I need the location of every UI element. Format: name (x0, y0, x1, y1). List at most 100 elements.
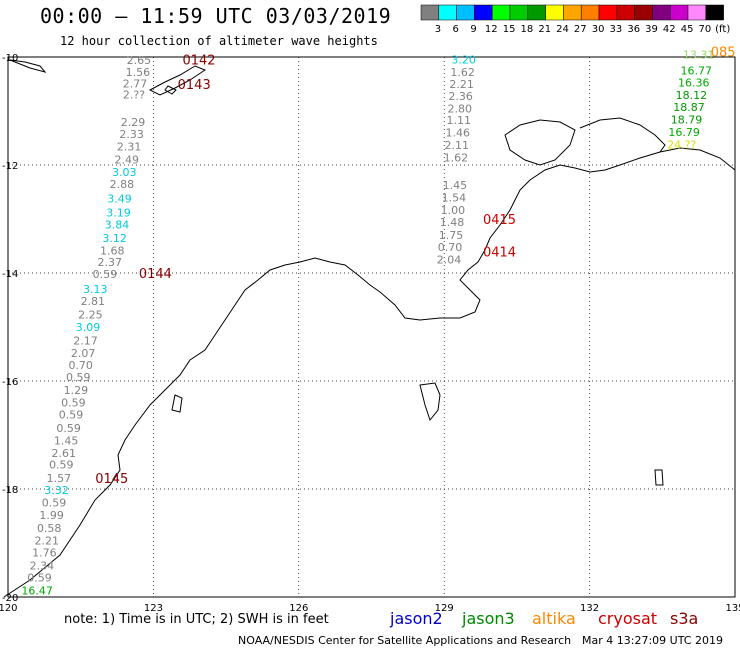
coastline (3, 59, 736, 598)
track-times: 0142 0143 0144 0145 0415 0414 085 (95, 46, 735, 488)
swh-value: 16.79 (668, 126, 700, 139)
swh-value: 16.47 (21, 585, 53, 598)
swh-value: 2.17 (73, 335, 98, 348)
swh-value: 24.?? (667, 138, 696, 151)
colorbar-label: 9 (470, 24, 476, 35)
swh-value: 2.81 (81, 295, 106, 308)
swh-value: 3.03 (112, 166, 137, 179)
swh-value: 1.75 (439, 229, 464, 242)
legend-altika: altika (532, 609, 576, 628)
swh-value: 2.?? (123, 88, 145, 101)
colorbar-label: 39 (645, 24, 658, 35)
swh-value: 2.31 (117, 141, 142, 154)
swh-value: 2.29 (121, 116, 146, 129)
swh-value: 1.56 (126, 66, 151, 79)
swh-value: 1.76 (32, 547, 57, 560)
swh-value: 1.11 (446, 114, 471, 127)
timor-coast (148, 65, 207, 96)
swh-value: 3.13 (83, 283, 108, 296)
track-time-label: 085 (711, 46, 736, 61)
track-time-label: 0415 (483, 213, 516, 228)
swh-value: 1.54 (442, 191, 467, 204)
island-east-small (654, 469, 664, 486)
swh-value: 1.46 (446, 127, 471, 140)
track-time-label: 0142 (182, 54, 215, 69)
map-border (7, 56, 736, 598)
swh-value: 2.49 (114, 154, 139, 167)
legend-jason2: jason2 (390, 609, 443, 628)
swh-value: 1.48 (440, 216, 465, 229)
y-tick-label: -12 (2, 161, 18, 172)
swh-value: 16.36 (678, 76, 710, 89)
colorbar-label: 70 (699, 24, 712, 35)
y-tick-label: -20 (2, 593, 18, 604)
graticule (7, 56, 736, 598)
swh-value: 18.87 (673, 101, 705, 114)
swh-value: 0.59 (61, 397, 86, 410)
x-tick-label: 126 (289, 603, 308, 614)
swh-points: 2.651.562.772.?? 2.292.332.312.493.032.88… (21, 48, 714, 597)
swh-value: 16.77 (680, 65, 712, 78)
generated-timestamp: Mar 4 13:27:09 UTC 2019 (582, 634, 723, 647)
x-tick-label: 132 (580, 603, 599, 614)
swh-value: 13.31 (683, 48, 715, 61)
colorbar-label: 27 (574, 24, 587, 35)
tiwi-islands (504, 119, 576, 166)
swh-value: 0.70 (68, 359, 93, 372)
footer-note: note: 1) Time is in UTC; 2) SWH is in fe… (64, 612, 329, 627)
page-title: 00:00 – 11:59 UTC 03/03/2019 (40, 4, 392, 28)
swh-value: 0.59 (56, 422, 81, 435)
swh-value: 1.29 (64, 384, 89, 397)
x-tick-label: 129 (435, 603, 454, 614)
swh-value: 1.68 (100, 244, 125, 257)
colorbar-label: 12 (485, 24, 498, 35)
swh-value: 2.07 (71, 347, 96, 360)
swh-value: 1.45 (443, 179, 468, 192)
colorbar-label: 30 (592, 24, 605, 35)
swh-value: 1.57 (47, 472, 72, 485)
island-nw (9, 59, 47, 73)
swh-value: 2.37 (98, 256, 123, 269)
y-tick-label: -16 (2, 377, 18, 388)
x-tick-label: 135 (725, 603, 740, 614)
swh-value: 3.09 (76, 321, 101, 334)
island-south-east (419, 382, 441, 422)
legend-s3a: s3a (670, 609, 699, 628)
coast-ne (579, 117, 666, 153)
axis-ticks: 120 123 126 129 132 135 -10 -12 -14 -16 -18 -20 (0, 53, 740, 614)
swh-value: 0.58 (37, 522, 62, 535)
colorbar-swatch (705, 4, 724, 21)
swh-value: 2.33 (119, 128, 144, 141)
swh-value: 3.84 (105, 218, 130, 231)
australia-coast (3, 147, 736, 598)
page-subtitle: 12 hour collection of altimeter wave hei… (60, 34, 378, 48)
track-time-label: 0414 (483, 245, 516, 260)
swh-value: 1.62 (444, 151, 469, 164)
colorbar: 3 6 9 12 15 18 21 24 27 30 33 36 39 42 45 70 (ft) (420, 4, 730, 35)
swh-value: 0.59 (49, 459, 74, 472)
y-tick-label: -18 (2, 485, 18, 496)
y-tick-label: -10 (2, 53, 18, 64)
swh-value: 0.70 (438, 241, 463, 254)
colorbar-label: 21 (538, 24, 551, 35)
swh-value: 0.59 (93, 268, 118, 281)
swh-value: 2.21 (449, 78, 474, 91)
colorbar-label: 42 (663, 24, 676, 35)
swh-value: 2.34 (30, 560, 55, 573)
legend-jason3: jason3 (462, 609, 515, 628)
colorbar-label: 33 (610, 24, 623, 35)
swh-value: 2.36 (448, 90, 473, 103)
track-time-label: 0145 (95, 472, 128, 487)
swh-value: 3.20 (451, 54, 476, 67)
swh-value: 2.21 (35, 534, 60, 547)
colorbar-label: 3 (435, 24, 441, 35)
swh-value: 0.59 (42, 497, 67, 510)
swh-value: 2.77 (123, 77, 148, 90)
x-tick-label: 120 (0, 603, 18, 614)
swh-value: 18.12 (676, 89, 708, 102)
swh-value: 2.61 (51, 447, 76, 460)
swh-value: 1.62 (450, 66, 475, 79)
swh-value: 1.00 (441, 204, 466, 217)
